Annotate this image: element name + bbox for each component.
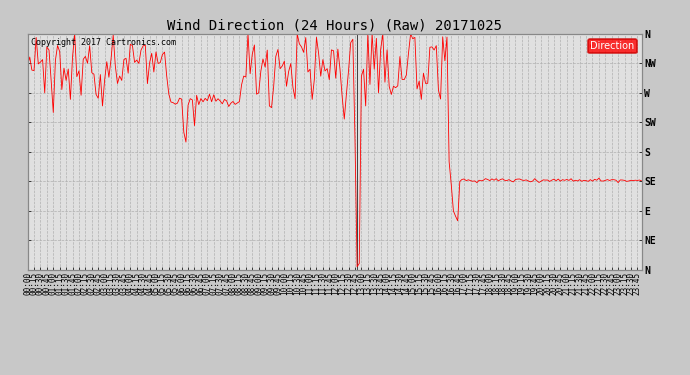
Legend: Direction: Direction xyxy=(588,39,637,54)
Title: Wind Direction (24 Hours) (Raw) 20171025: Wind Direction (24 Hours) (Raw) 20171025 xyxy=(167,19,502,33)
Text: Copyright 2017 Cartronics.com: Copyright 2017 Cartronics.com xyxy=(30,39,176,48)
